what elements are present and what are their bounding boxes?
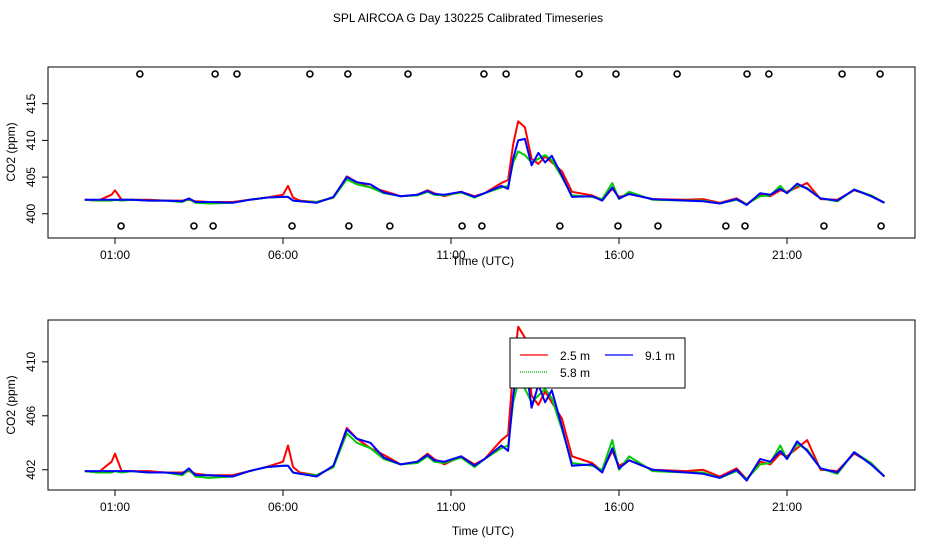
event-marker-bottom: [458, 222, 466, 230]
x-tick-label: 06:00: [268, 248, 298, 262]
event-marker-top: [306, 70, 314, 78]
series-line-9.1m: [84, 137, 885, 206]
series-line-5.8m: [84, 381, 886, 481]
legend-label-2.5m: 2.5 m: [560, 349, 590, 363]
x-tick-label: 16:00: [604, 248, 634, 262]
event-marker-top: [211, 70, 219, 78]
event-marker-top: [838, 70, 846, 78]
y-tick-label: 415: [24, 93, 38, 113]
bottom-plot-frame: [47, 319, 916, 491]
event-marker-bottom: [556, 222, 564, 230]
top-panel: Time (UTC) CO2 (ppm) 01:00 06:00 11:00 16:0…: [4, 66, 916, 268]
top-y-axis-label: CO2 (ppm): [4, 122, 18, 181]
series-line-2.5m: [84, 325, 886, 481]
event-marker-top: [575, 70, 583, 78]
y-tick-label: 406: [24, 405, 38, 425]
event-marker-bottom: [288, 222, 296, 230]
event-marker-bottom: [190, 222, 198, 230]
legend-box: [509, 337, 686, 389]
event-marker-bottom: [209, 222, 217, 230]
event-marker-bottom: [722, 222, 730, 230]
chart-title: SPL AIRCOA G Day 130225 Calibrated Times…: [333, 11, 603, 25]
event-marker-bottom: [654, 222, 662, 230]
y-tick-label: 402: [24, 459, 38, 479]
y-tick-label: 410: [24, 130, 38, 150]
y-tick-label: 405: [24, 167, 38, 187]
x-tick-label: 11:00: [436, 500, 465, 514]
top-plot-frame: [47, 66, 916, 239]
event-marker-bottom: [345, 222, 353, 230]
y-tick-label: 410: [24, 351, 38, 371]
legend-label-9.1m: 9.1 m: [645, 349, 675, 363]
event-marker-top: [673, 70, 681, 78]
legend: 2.5 m 9.1 m 5.8 m: [509, 337, 686, 389]
y-tick-label: 400: [24, 203, 38, 223]
event-marker-bottom: [741, 222, 749, 230]
event-marker-top: [344, 70, 352, 78]
event-marker-top: [765, 70, 773, 78]
event-marker-top: [876, 70, 884, 78]
event-marker-bottom: [877, 222, 885, 230]
event-marker-top: [136, 70, 144, 78]
event-marker-bottom: [820, 222, 828, 230]
x-tick-label: 16:00: [604, 500, 634, 514]
event-marker-bottom: [386, 222, 394, 230]
x-tick-label: 01:00: [100, 248, 130, 262]
x-tick-label: 06:00: [268, 500, 298, 514]
x-tick-label: 11:00: [436, 248, 465, 262]
series-line-5.8m: [84, 150, 885, 206]
event-marker-top: [612, 70, 620, 78]
top-x-axis-label: Time (UTC): [452, 254, 514, 268]
series-line-9.1m: [84, 358, 886, 482]
event-marker-top: [404, 70, 412, 78]
x-tick-label: 21:00: [772, 500, 802, 514]
event-marker-bottom: [117, 222, 125, 230]
x-tick-label: 21:00: [772, 248, 802, 262]
bottom-x-axis-label: Time (UTC): [452, 524, 514, 538]
event-marker-top: [233, 70, 241, 78]
event-marker-top: [743, 70, 751, 78]
series-line-2.5m: [84, 120, 885, 206]
legend-label-5.8m: 5.8 m: [560, 366, 590, 380]
event-marker-bottom: [478, 222, 486, 230]
event-marker-bottom: [614, 222, 622, 230]
bottom-panel: Time (UTC) CO2 (ppm) 01:00 06:00 11:00 16:0…: [4, 319, 916, 538]
x-tick-label: 01:00: [100, 500, 130, 514]
bottom-y-axis-label: CO2 (ppm): [4, 375, 18, 434]
event-marker-top: [480, 70, 488, 78]
event-marker-top: [502, 70, 510, 78]
